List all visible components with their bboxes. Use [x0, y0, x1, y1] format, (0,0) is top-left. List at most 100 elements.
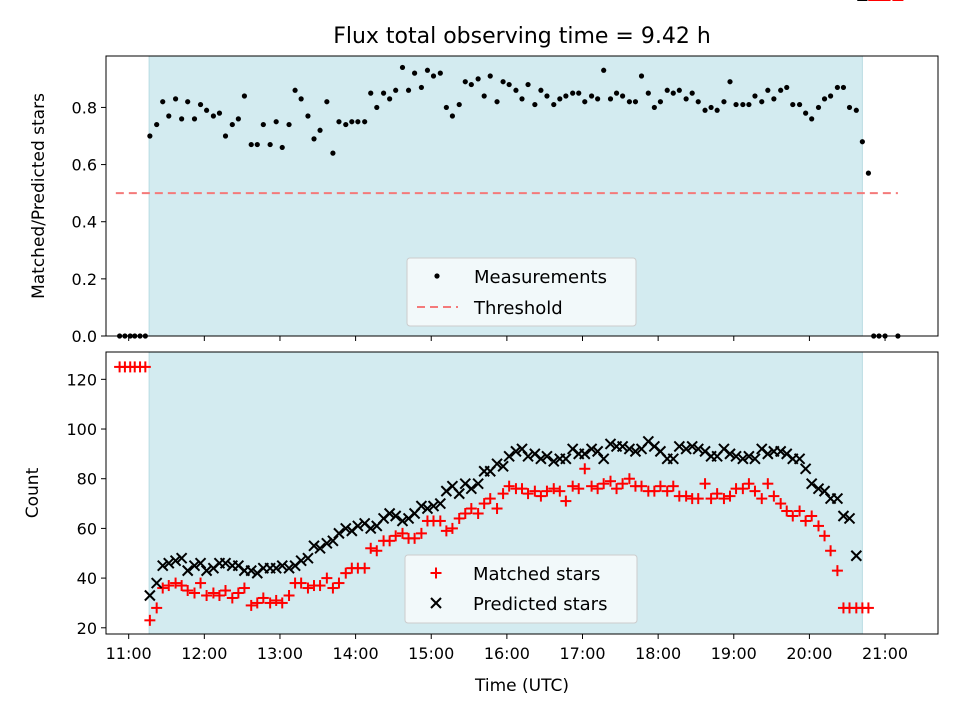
predicted-star-point	[737, 453, 749, 465]
matched-star-point	[541, 485, 553, 497]
matched-star-point	[718, 493, 730, 505]
measurement-point	[172, 96, 179, 102]
measurement-point	[544, 93, 550, 99]
predicted-star-point	[579, 448, 591, 460]
top-legend: Measurements Threshold	[406, 257, 637, 327]
measurement-point	[815, 104, 822, 111]
matched-star-point	[188, 587, 200, 599]
measurement-point	[525, 81, 531, 88]
predicted-star-point	[805, 477, 818, 490]
matched-star-point	[446, 522, 458, 534]
measurement-point	[721, 99, 727, 105]
measurement-point	[298, 96, 304, 102]
predicted-star-point	[295, 554, 307, 567]
predicted-star-point	[560, 453, 572, 465]
measurement-point	[727, 79, 733, 85]
matched-star-point	[768, 490, 780, 502]
predicted-star-point	[686, 440, 698, 453]
predicted-star-point	[365, 522, 377, 535]
measurement-point	[324, 99, 330, 105]
matched-star-point	[667, 480, 679, 492]
matched-star-point	[825, 545, 837, 557]
predicted-star-point	[724, 448, 736, 460]
matched-star-point	[743, 478, 755, 490]
measurement-point	[765, 87, 771, 93]
measurement-point	[343, 121, 349, 128]
predicted-star-point	[396, 515, 409, 527]
y-tick-label: 0.0	[72, 327, 97, 346]
predicted-star-point	[831, 492, 844, 505]
bottom-panel-counts: 20 40 60 80 100 120 11:00 12:00 13:00 14:00 15:00…	[23, 0, 939, 696]
measurement-point	[846, 104, 853, 111]
predicted-star-point	[850, 550, 863, 562]
measurement-point	[676, 87, 682, 93]
predicted-star-point	[340, 522, 352, 535]
predicted-star-point	[541, 450, 553, 463]
x-tick-label: 14:00	[333, 644, 379, 663]
matched-star-point	[302, 582, 314, 594]
predicted-star-point	[623, 443, 636, 455]
legend-matched-marker	[430, 567, 442, 579]
legend-predicted-label: Predicted stars	[473, 594, 607, 615]
measurement-point	[506, 81, 512, 88]
matched-star-point	[756, 493, 768, 505]
predicted-star-point	[283, 562, 295, 574]
predicted-star-point	[548, 455, 560, 468]
measurement-point	[355, 119, 361, 125]
y-tick-label: 0.8	[72, 98, 97, 117]
measurement-point	[796, 101, 803, 108]
x-tick-label: 13:00	[257, 644, 303, 663]
matched-star-point	[806, 510, 818, 522]
predicted-star-point	[692, 443, 704, 455]
measurement-point	[443, 104, 449, 111]
matched-star-point	[157, 582, 169, 594]
matched-star-point	[604, 475, 616, 487]
matched-star-point	[283, 589, 295, 601]
predicted-star-point	[389, 510, 402, 522]
measurement-point	[588, 93, 595, 99]
measurement-point	[160, 99, 166, 105]
measurement-point	[197, 101, 204, 108]
predicted-star-point	[276, 559, 288, 572]
matched-star-point	[654, 480, 666, 492]
matched-star-point	[257, 592, 269, 604]
measurement-point	[619, 93, 626, 99]
matched-star-point	[276, 597, 288, 609]
y-tick-label: 0.4	[72, 213, 97, 232]
measurement-point	[853, 107, 859, 113]
measurement-point	[424, 67, 431, 73]
predicted-star-point	[200, 564, 213, 577]
measurement-point	[222, 133, 229, 139]
measurement-point	[809, 116, 815, 122]
measurement-point	[468, 81, 474, 88]
y-tick-label: 80	[77, 470, 97, 489]
matched-star-point	[831, 565, 843, 577]
measurement-point	[456, 101, 462, 108]
chart-title: Flux total observing time = 9.42 h	[333, 24, 711, 49]
matched-star-point	[359, 562, 371, 574]
matched-star-point	[365, 542, 377, 554]
top-x-ticks	[128, 336, 886, 341]
matched-star-point	[516, 483, 528, 495]
matched-star-point	[484, 493, 496, 505]
measurement-point	[260, 121, 266, 128]
y-tick-label: 0.2	[72, 270, 97, 289]
matched-star-point	[472, 507, 484, 519]
matched-star-point	[711, 488, 723, 500]
measurement-point	[241, 93, 248, 99]
matched-star-point	[775, 498, 787, 510]
measurement-point	[859, 139, 865, 145]
x-tick-label: 11:00	[106, 644, 152, 663]
matched-star-point	[220, 585, 232, 597]
matched-star-point	[812, 520, 824, 532]
top-y-axis: 0.0 0.2 0.4 0.6 0.8	[72, 98, 106, 346]
legend-measurements-label: Measurements	[474, 267, 607, 288]
matched-star-point	[465, 503, 477, 515]
predicted-star-point	[144, 589, 156, 602]
matched-stars-points	[114, 0, 904, 626]
matched-star-point	[648, 485, 660, 497]
predicted-star-point	[774, 445, 787, 458]
measurement-point	[185, 99, 191, 105]
measurement-point	[273, 119, 279, 125]
measurement-point	[664, 87, 670, 93]
